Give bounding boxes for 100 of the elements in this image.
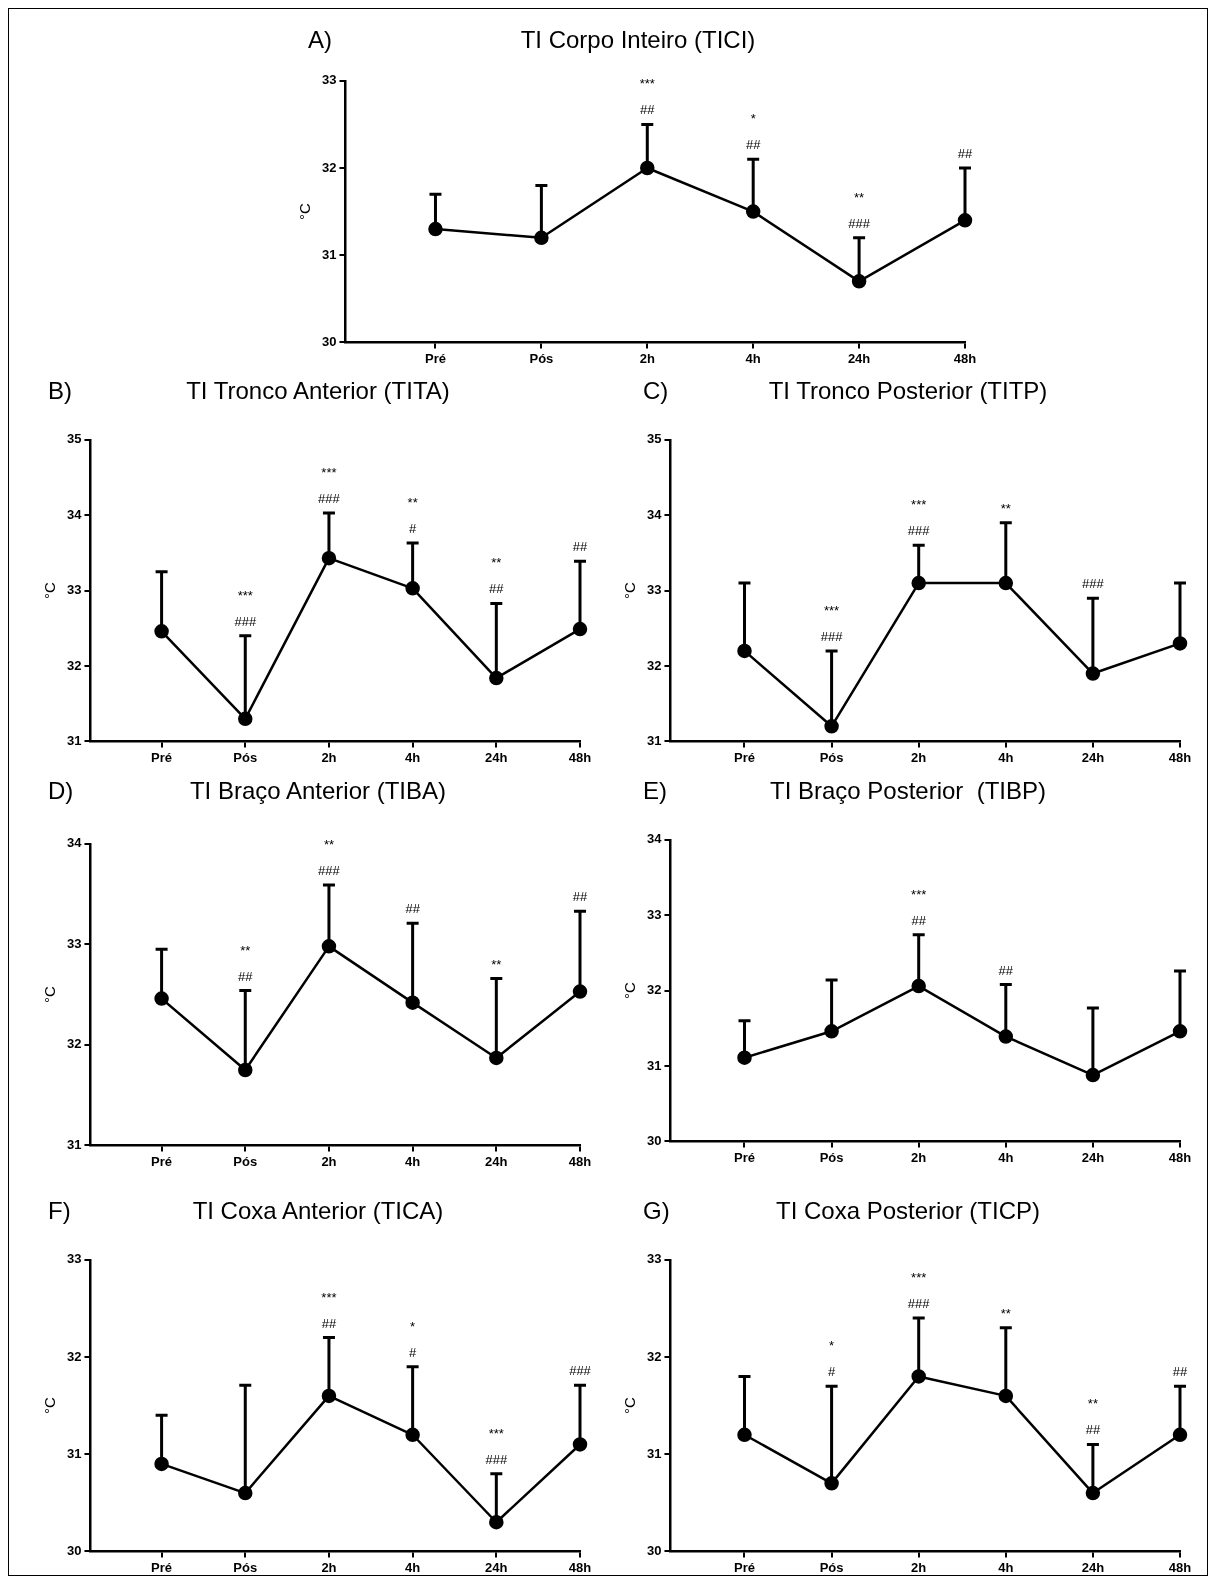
- annotation: ###: [907, 1296, 931, 1312]
- annotation: ###: [1082, 576, 1105, 592]
- annotation: ##: [1085, 1422, 1101, 1438]
- x-tick-label: 24h: [1081, 749, 1105, 765]
- annotation: #: [409, 521, 418, 537]
- x-tick-label: Pós: [233, 1559, 258, 1575]
- x-tick-label: 24h: [1081, 1149, 1105, 1165]
- annotation: ##: [572, 539, 588, 555]
- x-tick-label: Pós: [819, 1149, 844, 1165]
- annotation: #: [827, 1364, 836, 1380]
- y-tick-label: 32: [646, 982, 662, 998]
- y-tick-label: 31: [66, 1445, 82, 1461]
- y-tick-label: 32: [66, 1036, 82, 1052]
- annotation: ##: [911, 912, 927, 928]
- y-tick-label: 31: [646, 732, 662, 748]
- annotation: *: [750, 111, 756, 127]
- y-tick-label: 34: [646, 831, 663, 847]
- annotation: ###: [318, 490, 341, 506]
- y-axis-title: °C: [621, 982, 639, 1000]
- annotation: ***: [321, 1289, 337, 1305]
- y-tick-label: 34: [66, 506, 83, 522]
- x-tick-label: Pós: [233, 1153, 258, 1169]
- text: F): [48, 1197, 71, 1225]
- annotation: ##: [238, 968, 254, 984]
- y-tick-label: 35: [646, 431, 662, 447]
- y-tick-label: 33: [66, 935, 82, 951]
- y-tick-label: 33: [66, 582, 82, 598]
- x-tick-label: Pós: [819, 1559, 844, 1575]
- y-tick-label: 33: [646, 582, 662, 598]
- x-tick-label: 24h: [485, 749, 508, 765]
- x-tick-label: 2h: [911, 1149, 927, 1165]
- annotation: ###: [485, 1451, 508, 1467]
- x-tick-label: Pré: [734, 749, 755, 765]
- annotation: ##: [572, 889, 588, 905]
- x-tick-label: 2h: [911, 1559, 927, 1575]
- annotation: ***: [237, 587, 253, 603]
- x-tick-label: Pré: [151, 749, 173, 765]
- annotation: ***: [488, 1425, 504, 1441]
- x-tick-label: Pré: [424, 350, 446, 366]
- annotation: ***: [824, 602, 840, 618]
- y-tick-label: 32: [66, 657, 82, 673]
- x-tick-label: 24h: [485, 1153, 508, 1169]
- text: G): [643, 1197, 670, 1225]
- annotation: ##: [405, 901, 421, 917]
- x-tick-label: 48h: [568, 749, 592, 765]
- x-tick-label: 2h: [911, 749, 927, 765]
- y-tick-label: 33: [66, 1251, 82, 1267]
- annotation: **: [323, 837, 335, 853]
- x-tick-label: 24h: [847, 350, 871, 366]
- x-tick-label: 48h: [953, 350, 977, 366]
- annotation: **: [1087, 1396, 1098, 1412]
- text: D): [48, 777, 74, 805]
- chart-title: TI Braço Anterior (TIBA): [189, 777, 447, 804]
- x-tick-label: 4h: [998, 1149, 1014, 1165]
- x-tick-label: Pós: [529, 350, 554, 366]
- x-tick-label: 4h: [745, 350, 761, 366]
- text: E): [643, 777, 667, 805]
- annotation: ###: [569, 1363, 592, 1379]
- y-tick-label: 32: [646, 1348, 662, 1364]
- chart-title: TI Coxa Posterior (TICP): [775, 1197, 1041, 1224]
- x-tick-label: Pré: [151, 1153, 173, 1169]
- x-tick-label: 4h: [998, 1559, 1014, 1575]
- annotation: **: [1000, 500, 1011, 516]
- annotation: **: [1000, 1305, 1011, 1321]
- annotation: **: [491, 956, 502, 972]
- x-tick-label: 2h: [639, 350, 655, 366]
- annotation: **: [407, 495, 418, 511]
- annotation: **: [854, 189, 865, 205]
- annotation: ##: [745, 137, 762, 153]
- y-tick-label: 30: [646, 1542, 662, 1558]
- y-tick-label: 30: [646, 1132, 662, 1148]
- x-tick-label: 24h: [1081, 1559, 1105, 1575]
- text: A): [308, 26, 332, 54]
- x-tick-label: 24h: [485, 1559, 508, 1575]
- annotation: ***: [321, 464, 337, 480]
- chart-title: TI Braço Posterior (TIBP): [769, 777, 1047, 804]
- annotation: ##: [640, 102, 656, 118]
- annotation: ###: [907, 523, 931, 539]
- annotation: ***: [911, 1270, 927, 1286]
- x-tick-label: Pós: [233, 749, 258, 765]
- chart-title: TI Tronco Anterior (TITA): [186, 377, 450, 404]
- annotation: ###: [318, 863, 341, 879]
- x-tick-label: Pós: [819, 749, 844, 765]
- annotation: ***: [911, 886, 927, 902]
- y-axis-title: °C: [621, 1397, 639, 1415]
- annotation: ##: [998, 962, 1014, 978]
- x-tick-label: 4h: [998, 749, 1014, 765]
- y-axis-title: °C: [296, 203, 314, 221]
- annotation: *: [410, 1318, 416, 1334]
- x-tick-label: 2h: [321, 749, 337, 765]
- chart-title: TI Corpo Inteiro (TICI): [520, 26, 756, 53]
- y-tick-label: 31: [66, 1136, 82, 1152]
- x-tick-label: 4h: [405, 1153, 421, 1169]
- x-tick-label: Pré: [734, 1559, 755, 1575]
- y-tick-label: 33: [646, 1251, 662, 1267]
- x-tick-label: 48h: [1168, 1559, 1192, 1575]
- x-tick-label: 2h: [321, 1559, 337, 1575]
- annotation: ***: [639, 76, 655, 92]
- y-tick-label: 33: [321, 72, 337, 88]
- chart-title: TI Tronco Posterior (TITP): [768, 377, 1048, 404]
